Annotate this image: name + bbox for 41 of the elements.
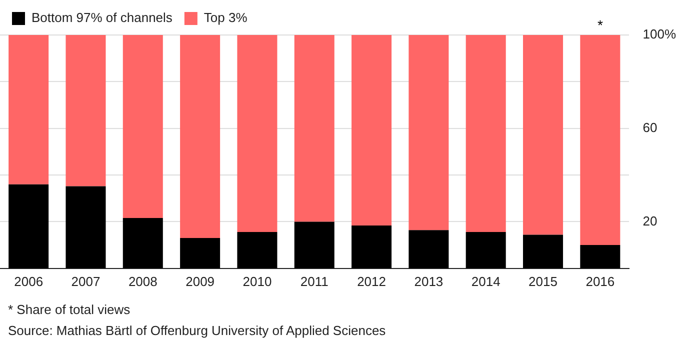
bar	[580, 35, 620, 246]
source-note: Source: Mathias Bärtl of Offenburg University of Applied Sciences	[8, 323, 387, 338]
bar	[237, 35, 278, 232]
x-tick-label: 2010	[242, 274, 272, 289]
bar	[8, 35, 49, 184]
bar	[523, 35, 564, 235]
bar	[408, 35, 449, 230]
bar	[66, 186, 106, 268]
bar	[352, 35, 392, 226]
x-tick-label: 2014	[471, 274, 500, 289]
bar	[237, 232, 278, 268]
bar	[180, 35, 220, 238]
x-tick-label: 2012	[357, 274, 386, 289]
bar	[466, 232, 506, 268]
x-tick-label: 2006	[14, 274, 44, 289]
x-tick-label: 2015	[528, 274, 558, 289]
x-tick-label: 2011	[300, 274, 328, 289]
bar	[8, 184, 49, 268]
annotation: *	[597, 16, 604, 33]
bar	[122, 35, 163, 218]
text: * Share of total views	[8, 302, 132, 317]
bar	[523, 234, 564, 268]
bar	[352, 225, 392, 268]
y-tick-label: 20	[642, 213, 658, 228]
bar	[180, 238, 220, 268]
x-tick-label: 2008	[128, 274, 158, 289]
bar	[408, 230, 449, 268]
legend-label: Bottom 97% of channels	[32, 10, 173, 26]
x-tick-label: 2013	[414, 274, 444, 289]
x-tick-label: 2009	[186, 274, 215, 289]
bar	[122, 218, 163, 268]
bar	[294, 35, 334, 222]
bar	[580, 245, 620, 268]
legend-label: Top 3%	[204, 10, 248, 26]
bar	[66, 35, 106, 186]
y-tick-label: 60	[642, 120, 658, 135]
x-tick-label: 2007	[71, 274, 100, 289]
bar	[466, 35, 506, 232]
x-tick-label: 2016	[586, 274, 615, 289]
y-tick-label: 100%	[642, 26, 676, 42]
bar	[294, 222, 334, 268]
